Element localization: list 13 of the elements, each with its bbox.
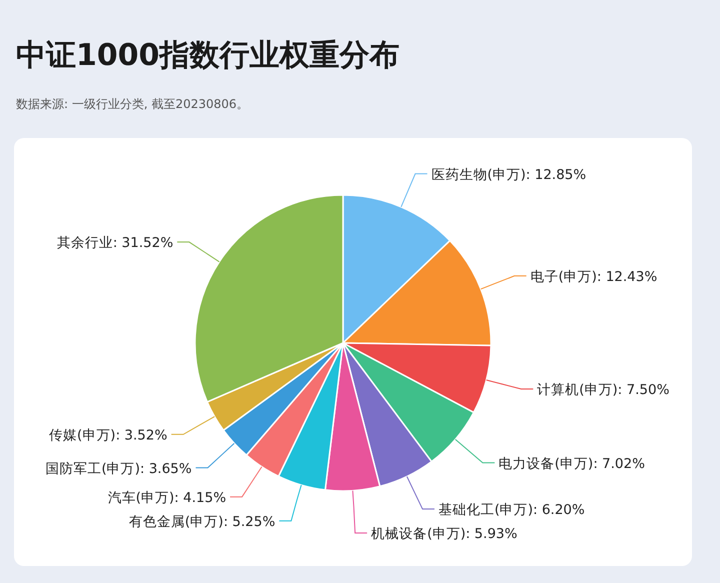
- slice-label: 计算机(申万): 7.50%: [537, 382, 670, 398]
- slice-label: 电子(申万): 12.43%: [530, 268, 658, 285]
- slice-label: 有色金属(申万): 5.25%: [128, 514, 276, 530]
- slice-label: 其余行业: 31.52%: [56, 235, 174, 252]
- slice-label: 机械设备(申万): 5.93%: [371, 526, 518, 542]
- slice-label: 医药生物(申万): 12.85%: [431, 166, 586, 183]
- slice-label: 基础化工(申万): 6.20%: [438, 502, 585, 518]
- chart-title: 中证1000指数行业权重分布: [16, 38, 400, 73]
- slice-label: 国防军工(申万): 3.65%: [45, 460, 192, 477]
- slice-label: 电力设备(申万): 7.02%: [498, 456, 646, 472]
- slice-label: 传媒(申万): 3.52%: [49, 427, 168, 444]
- slice-label: 汽车(申万): 4.15%: [108, 490, 226, 506]
- source-note: 数据来源: 一级行业分类, 截至20230806。: [16, 97, 249, 111]
